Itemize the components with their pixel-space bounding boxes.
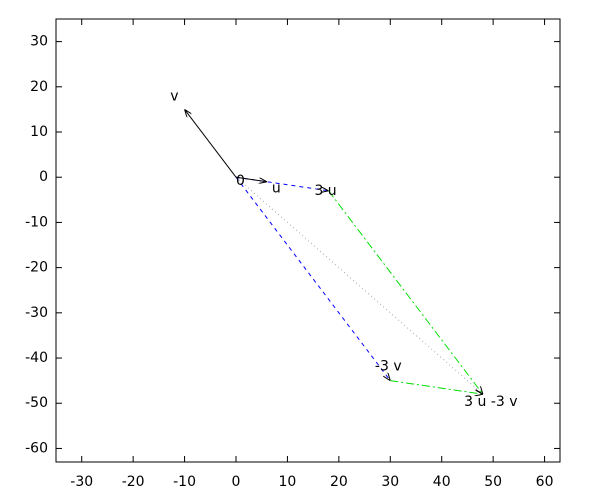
y-tick-label: -10 bbox=[25, 214, 48, 230]
point-label: 0 bbox=[236, 173, 245, 189]
point-label: 3 u -3 v bbox=[464, 394, 517, 410]
y-tick-label: 20 bbox=[30, 79, 48, 95]
x-tick-label: 40 bbox=[433, 474, 451, 490]
point-label: v bbox=[170, 88, 178, 104]
diagonal bbox=[235, 176, 484, 395]
point-label: -3 v bbox=[375, 359, 402, 375]
x-tick-label: 10 bbox=[279, 474, 297, 490]
x-tick-label: 60 bbox=[536, 474, 554, 490]
x-tick-label: 0 bbox=[232, 474, 241, 490]
y-tick-label: 30 bbox=[30, 34, 48, 50]
point-label: u bbox=[272, 181, 281, 197]
plot-frame bbox=[55, 18, 561, 463]
vector bbox=[235, 176, 267, 182]
point-label: 3 u bbox=[314, 183, 336, 199]
x-tick-label: 50 bbox=[484, 474, 502, 490]
x-tick-label: 30 bbox=[381, 474, 399, 490]
x-tick-label: -20 bbox=[122, 474, 145, 490]
vector bbox=[185, 109, 237, 178]
y-tick-label: -40 bbox=[25, 350, 48, 366]
y-tick-label: -50 bbox=[25, 395, 48, 411]
y-tick-label: 0 bbox=[39, 169, 48, 185]
x-tick-label: 20 bbox=[330, 474, 348, 490]
y-tick-label: -20 bbox=[25, 260, 48, 276]
scaled-vector bbox=[235, 176, 390, 380]
y-tick-label: -60 bbox=[25, 440, 48, 456]
y-tick-label: -30 bbox=[25, 305, 48, 321]
sum-edge bbox=[390, 380, 483, 395]
x-tick-label: -10 bbox=[173, 474, 196, 490]
y-tick-label: 10 bbox=[30, 124, 48, 140]
sum-edge bbox=[328, 190, 483, 394]
x-tick-label: -30 bbox=[70, 474, 93, 490]
